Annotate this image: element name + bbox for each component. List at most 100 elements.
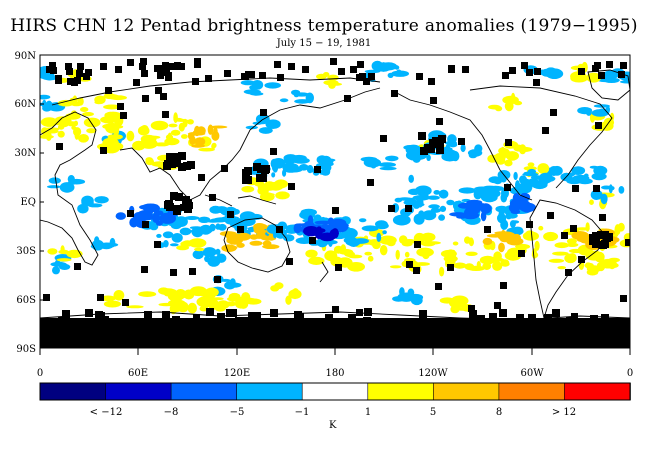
missing-data-cell [100, 147, 107, 154]
warm-anomaly [262, 240, 272, 247]
lat-label-30s: 30S [16, 246, 36, 257]
warm-anomaly [486, 234, 504, 238]
missing-data-cell [534, 68, 541, 75]
missing-data-cell [206, 308, 214, 316]
warm-anomaly [506, 237, 524, 246]
missing-data-cell [194, 61, 201, 68]
anomaly-patch [229, 278, 236, 286]
cold-anomaly [155, 220, 163, 226]
anomaly-patch [162, 231, 174, 239]
missing-data-cell [598, 72, 605, 79]
anomaly-patch [360, 156, 378, 162]
missing-data-cell [599, 214, 606, 221]
anomaly-patch [58, 249, 70, 255]
cold-anomaly [447, 139, 454, 147]
warm-anomaly [216, 300, 230, 309]
missing-data-cell [500, 282, 507, 289]
anomaly-patch [409, 189, 427, 194]
warm-anomaly [538, 225, 544, 231]
anomaly-patch [618, 186, 625, 194]
missing-data-cell [117, 103, 124, 110]
anomaly-patch [265, 119, 281, 129]
warm-anomaly [453, 262, 467, 269]
missing-data-cell [620, 62, 627, 69]
colorbar [39, 382, 631, 401]
warm-anomaly [57, 124, 65, 130]
warm-anomaly [187, 302, 197, 314]
anomaly-patch [573, 177, 585, 182]
missing-data-cell [414, 241, 421, 248]
missing-data-cell [100, 63, 107, 70]
missing-data-cell [504, 184, 511, 191]
anomaly-patch [328, 81, 336, 89]
cold-anomaly [473, 189, 482, 200]
anomaly-patch [259, 192, 275, 202]
cold-anomaly [468, 207, 480, 214]
warm-anomaly [465, 251, 478, 256]
missing-data-cell [578, 68, 585, 75]
colorbar-tick-label-5: 1 [365, 407, 371, 418]
cold-anomaly [215, 223, 221, 230]
cold-anomaly [115, 212, 127, 220]
anomaly-patch [493, 178, 502, 185]
warm-anomaly [57, 130, 65, 138]
warm-anomaly [552, 251, 569, 256]
missing-data-cell [356, 309, 363, 316]
missing-data-cell [325, 314, 333, 322]
colorbar-units: K [329, 420, 337, 431]
missing-data-cell [552, 309, 560, 317]
missing-data-cell [56, 143, 63, 150]
missing-data-cell [142, 221, 149, 228]
anomaly-patch [45, 100, 53, 112]
missing-data-cell [270, 148, 277, 155]
missing-data-cell [606, 61, 613, 68]
missing-data-cell [565, 269, 572, 276]
anomaly-patch [603, 70, 620, 79]
colorbar-swatch [236, 382, 304, 401]
missing-data-cell [436, 146, 444, 154]
warm-anomaly [389, 265, 402, 269]
missing-data-cell [178, 63, 185, 70]
warm-anomaly [164, 137, 180, 146]
missing-data-cell [419, 310, 427, 318]
warm-anomaly [221, 244, 237, 252]
missing-data-cell [242, 73, 249, 80]
anomaly-patch [392, 214, 411, 226]
cold-anomaly [416, 196, 424, 208]
warm-anomaly [498, 242, 505, 253]
missing-data-cell [144, 311, 152, 319]
lon-label-120w: 120W [418, 368, 448, 379]
warm-anomaly [482, 237, 493, 246]
anomaly-patch [42, 99, 47, 110]
missing-data-cell [489, 313, 497, 321]
missing-data-cell [242, 169, 250, 177]
warm-anomaly [609, 265, 615, 270]
warm-anomaly [586, 268, 599, 276]
cold-anomaly [359, 218, 367, 223]
cold-anomaly [448, 150, 458, 159]
missing-data-cell [438, 135, 446, 143]
cold-anomaly [132, 212, 145, 223]
missing-data-cell [65, 63, 72, 70]
missing-data-cell [592, 65, 599, 72]
missing-data-cell [224, 70, 231, 77]
anomaly-patch [156, 233, 162, 238]
missing-data-cell [221, 165, 228, 172]
anomaly-patch [169, 243, 179, 247]
anomaly-patch [379, 62, 398, 71]
missing-data-cell [189, 268, 196, 275]
anomaly-patch [285, 295, 292, 305]
warm-anomaly [482, 262, 492, 270]
colorbar-swatch [301, 382, 369, 401]
warm-anomaly [543, 231, 559, 242]
cold-anomaly [466, 199, 483, 206]
anomaly-patch [245, 125, 258, 130]
cold-anomaly [209, 223, 216, 232]
anomaly-patch [47, 248, 58, 255]
warm-anomaly [568, 248, 583, 254]
warm-anomaly [486, 257, 505, 263]
missing-data-cell [172, 316, 180, 324]
missing-data-cell [335, 264, 342, 271]
cold-anomaly [322, 159, 334, 165]
